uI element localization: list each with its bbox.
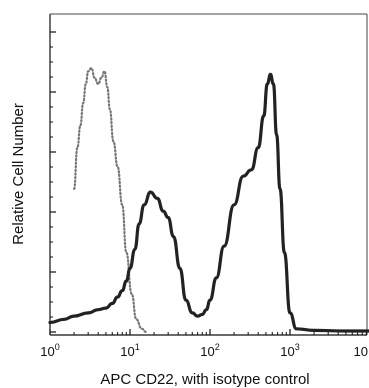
x-axis-title: APC CD22, with isotype control: [100, 371, 309, 388]
y-axis-ticks: [50, 31, 56, 333]
x-tick-label: 102: [200, 342, 219, 359]
x-axis-tick-labels: 100 101 102 103 10: [40, 342, 368, 359]
plot-frame: [49, 13, 368, 336]
series-layer: [48, 67, 369, 334]
x-tick-label: 10: [354, 344, 368, 359]
y-axis-title: Relative Cell Number: [10, 103, 27, 245]
x-tick-label: 101: [120, 342, 139, 359]
x-axis-ticks: [49, 329, 367, 335]
x-tick-label: 100: [40, 342, 59, 359]
x-tick-label: 103: [280, 342, 299, 359]
cd22-stained-curve: [48, 72, 369, 333]
isotype-control-curve: [73, 67, 148, 334]
